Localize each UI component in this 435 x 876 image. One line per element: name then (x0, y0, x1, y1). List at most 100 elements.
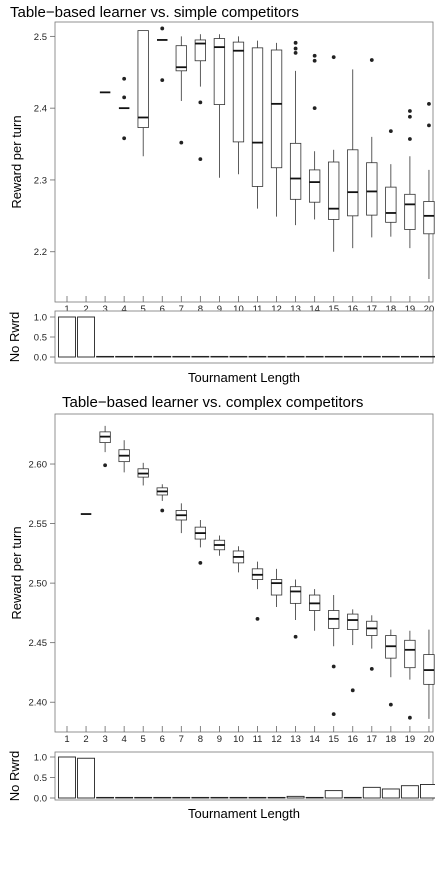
box (404, 193, 416, 230)
x-tick-label: 1 (64, 734, 69, 745)
x-tick-label: 20 (424, 734, 435, 745)
box-15 (328, 55, 340, 252)
bar-15 (324, 790, 343, 799)
outlier-point (388, 702, 393, 707)
box-19 (404, 630, 416, 720)
box-11 (251, 40, 264, 209)
y-axis-label: No Rwrd (7, 751, 22, 802)
outlier-point (255, 616, 260, 621)
box (328, 161, 340, 220)
plot-area: 0.0 0.5 1.0 (34, 313, 435, 364)
box-16 (347, 609, 359, 693)
outlier-point (160, 78, 165, 83)
y-tick-label: 2.50 (29, 579, 48, 590)
y-tick-label: 2.4 (34, 104, 47, 115)
bar-4 (115, 355, 134, 358)
outlier-point (293, 40, 298, 45)
bar-1 (58, 316, 76, 358)
bar-4 (115, 796, 134, 799)
box-9 (213, 34, 226, 178)
bar-17 (362, 786, 381, 799)
bar-8 (191, 796, 210, 799)
y-tick-label: 0.0 (34, 794, 47, 805)
outlier-point (122, 136, 127, 141)
box (347, 613, 359, 630)
box-12 (270, 42, 283, 217)
outlier-point (408, 114, 412, 119)
plot-frame (54, 310, 434, 364)
box-3 (99, 425, 111, 468)
outlier-point (388, 129, 393, 134)
bar-16 (343, 796, 362, 799)
box-4 (118, 440, 130, 473)
x-tick-label: 5 (141, 734, 146, 745)
y-axis-label: Reward per turn (9, 526, 24, 619)
box (385, 186, 397, 223)
bar-15 (324, 355, 343, 358)
box-14 (308, 589, 321, 631)
x-tick-label: 12 (271, 734, 282, 745)
bar-14 (305, 355, 324, 358)
box-6 (156, 484, 168, 513)
outlier-point (198, 100, 203, 105)
x-tick-label: 11 (253, 734, 263, 745)
outlier-point (408, 137, 412, 141)
box (232, 41, 245, 143)
bar-14 (305, 796, 324, 799)
y-tick-label: 0.0 (34, 353, 47, 364)
bar-10 (229, 355, 248, 358)
bar-12 (267, 796, 286, 799)
outlier-point (312, 58, 317, 63)
x-axis-label: Tournament Length (188, 806, 300, 821)
x-tick-label: 1 (64, 304, 69, 315)
outlier-point (160, 26, 165, 31)
panel-simple-norwrd: No Rwrd Tournament Length 0.0 0.5 1.0 (7, 310, 435, 385)
bar-12 (267, 355, 286, 358)
x-tick-label: 5 (141, 304, 146, 315)
box-8 (194, 34, 207, 162)
outlier-point (350, 688, 355, 693)
box (270, 49, 283, 169)
box-7 (175, 503, 187, 534)
outlier-point (312, 106, 317, 111)
outlier-point (293, 50, 298, 55)
chart-title: Table−based learner vs. complex competit… (62, 394, 363, 411)
chart-title: Table−based learner vs. simple competito… (10, 4, 299, 21)
outlier-point (331, 664, 336, 669)
outlier-point (369, 666, 374, 671)
bar-11 (248, 796, 267, 799)
y-axis-label: No Rwrd (7, 312, 22, 363)
bar-6 (153, 796, 172, 799)
plot-area: 2.22.32.42.51 2 3 4 5 6 7 8 9 10 11 12 13 14 15 16 17 18 1… (34, 26, 435, 315)
box-17 (366, 58, 378, 238)
x-tick-label: 4 (122, 734, 127, 745)
bar-2 (77, 316, 96, 358)
x-tick-label: 16 (347, 734, 358, 745)
x-tick-label: 6 (160, 304, 165, 315)
x-tick-label: 16 (347, 304, 358, 315)
outlier-point (331, 55, 336, 60)
bar-1 (58, 756, 76, 799)
box-4 (118, 76, 130, 141)
box-8 (194, 520, 207, 565)
box-14 (308, 53, 321, 220)
bar-7 (172, 355, 191, 358)
box-6 (157, 26, 168, 83)
outlier-point (198, 157, 203, 162)
x-tick-label: 17 (367, 304, 378, 315)
bar-18 (381, 355, 400, 358)
x-tick-label: 9 (217, 304, 222, 315)
outlier-point (408, 109, 412, 113)
bar-9 (210, 796, 229, 799)
x-tick-label: 15 (328, 304, 339, 315)
box-12 (270, 568, 283, 607)
outlier-point (179, 140, 184, 145)
x-tick-label: 13 (290, 734, 301, 745)
box-20 (423, 101, 435, 280)
outlier-point (331, 712, 336, 717)
y-tick-label: 2.2 (34, 247, 47, 258)
bar-16 (343, 355, 362, 358)
x-tick-label: 19 (405, 734, 416, 745)
box-17 (366, 615, 378, 671)
